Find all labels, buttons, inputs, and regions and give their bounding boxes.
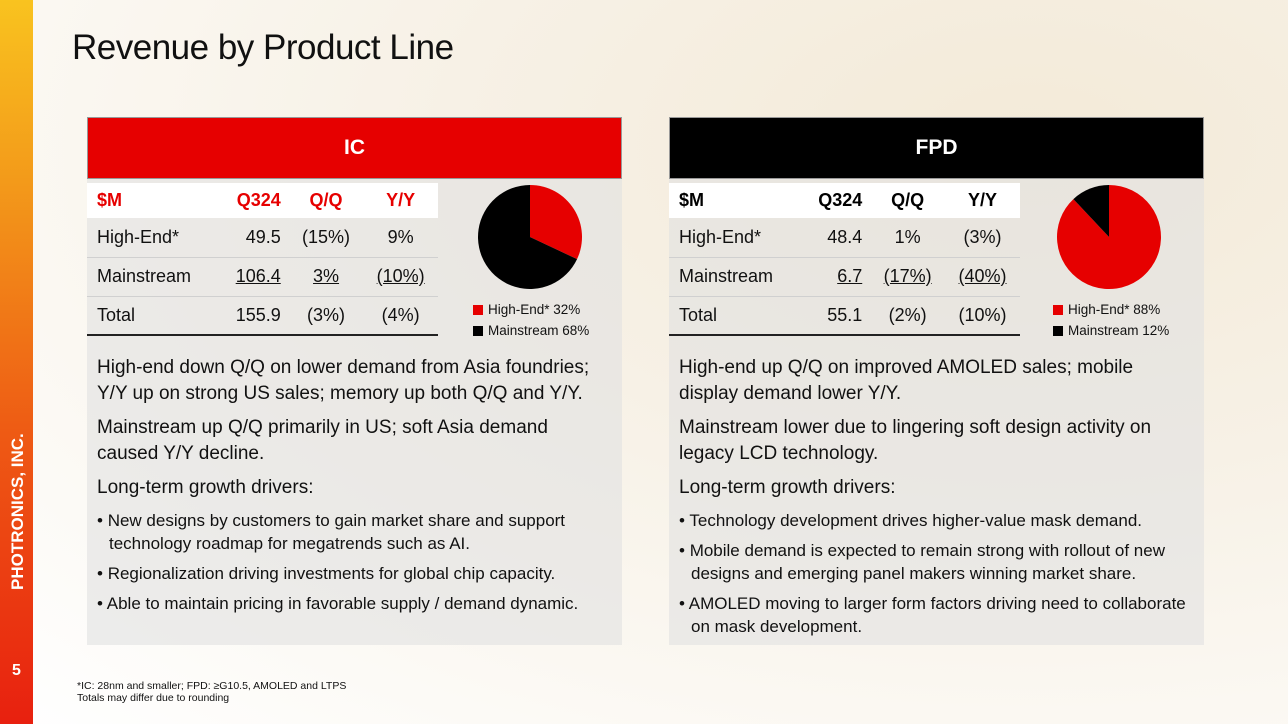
table-cell: 55.1 (800, 296, 871, 336)
pie-legend: High-End* 88% Mainstream 12% (1053, 299, 1169, 341)
table-cell: High-End* (87, 218, 218, 258)
table-cell: (10%) (945, 296, 1020, 336)
table-row: Mainstream 106.4 3% (10%) (87, 257, 438, 297)
column-header: Q324 (217, 183, 289, 218)
table-cell: (10%) (363, 257, 438, 297)
commentary-paragraph: High-end down Q/Q on lower demand from A… (97, 357, 590, 404)
table-row: Total 55.1 (2%) (10%) (669, 296, 1020, 336)
legend-item: High-End* 88% (1053, 299, 1169, 320)
table-cell: (40%) (945, 257, 1020, 297)
commentary-paragraph: Mainstream lower due to lingering soft d… (679, 417, 1152, 464)
table-cell: 3% (288, 257, 364, 297)
footnote: Totals may differ due to rounding (77, 692, 230, 704)
table-cell: High-End* (669, 218, 801, 258)
table-cell: Total (87, 296, 218, 336)
column-header: Q/Q (288, 183, 364, 218)
panel-fpd: FPD $M Q324 Q/Q Y/Y High-End* 48.4 1% (3%) Mains… (669, 117, 1204, 645)
commentary-paragraph: Long-term growth drivers: (679, 477, 896, 498)
panel-header: FPD (669, 117, 1204, 179)
panel-header: IC (87, 117, 622, 179)
table-header-row: $M Q324 Q/Q Y/Y (87, 183, 438, 218)
table-row: High-End* 48.4 1% (3%) (669, 218, 1020, 258)
page-title: Revenue by Product Line (72, 28, 454, 67)
legend-label: Mainstream 68% (488, 323, 590, 338)
column-header: $M (87, 183, 218, 218)
sidebar-band: PHOTRONICS, INC. 5 (0, 0, 33, 724)
commentary-paragraph: High-end up Q/Q on improved AMOLED sales… (679, 357, 1134, 404)
list-item: Technology development drives higher-val… (679, 509, 1194, 532)
page-number: 5 (12, 662, 21, 679)
legend-item: High-End* 32% (473, 299, 589, 320)
table-row: Total 155.9 (3%) (4%) (87, 296, 438, 336)
legend-swatch (1053, 305, 1063, 315)
commentary: High-end down Q/Q on lower demand from A… (97, 355, 612, 622)
list-item: Able to maintain pricing in favorable su… (97, 592, 612, 615)
commentary: High-end up Q/Q on improved AMOLED sales… (679, 355, 1194, 645)
column-header: $M (669, 183, 801, 218)
table-cell: (17%) (870, 257, 946, 297)
table-cell: (3%) (945, 218, 1020, 258)
panel-ic: IC $M Q324 Q/Q Y/Y High-End* 49.5 (15%) 9% Mains… (87, 117, 622, 645)
growth-drivers-list: Technology development drives higher-val… (679, 509, 1194, 638)
legend-swatch (1053, 326, 1063, 336)
table-cell: 48.4 (800, 218, 871, 258)
legend-item: Mainstream 12% (1053, 320, 1169, 341)
table-cell: 155.9 (217, 296, 289, 336)
pie-chart (478, 185, 582, 289)
table-cell: 106.4 (217, 257, 289, 297)
table-row: Mainstream 6.7 (17%) (40%) (669, 257, 1020, 297)
growth-drivers-list: New designs by customers to gain market … (97, 509, 612, 615)
table-header-row: $M Q324 Q/Q Y/Y (669, 183, 1020, 218)
table-cell: (4%) (363, 296, 438, 336)
table-cell: (15%) (288, 218, 364, 258)
brand-name: PHOTRONICS, INC. (8, 433, 27, 590)
table-row: High-End* 49.5 (15%) 9% (87, 218, 438, 258)
pie-chart (1057, 185, 1161, 289)
column-header: Q324 (800, 183, 871, 218)
list-item: Mobile demand is expected to remain stro… (679, 539, 1194, 585)
list-item: New designs by customers to gain market … (97, 509, 612, 555)
table-cell: (3%) (288, 296, 364, 336)
pie-slice-high-end (530, 185, 582, 260)
column-header: Q/Q (870, 183, 946, 218)
list-item: Regionalization driving investments for … (97, 562, 612, 585)
legend-label: High-End* 32% (488, 302, 581, 317)
list-item: AMOLED moving to larger form factors dri… (679, 592, 1194, 638)
table-cell: 1% (870, 218, 946, 258)
pie-legend: High-End* 32% Mainstream 68% (473, 299, 589, 341)
footnote: *IC: 28nm and smaller; FPD: ≥G10.5, AMOL… (77, 680, 347, 692)
commentary-paragraph: Mainstream up Q/Q primarily in US; soft … (97, 417, 548, 464)
table-cell: Mainstream (669, 257, 801, 297)
table-cell: Mainstream (87, 257, 218, 297)
legend-label: High-End* 88% (1068, 302, 1161, 317)
footnotes: *IC: 28nm and smaller; FPD: ≥G10.5, AMOL… (77, 680, 346, 704)
legend-swatch (473, 305, 483, 315)
revenue-table: $M Q324 Q/Q Y/Y High-End* 48.4 1% (3%) Mainstrea… (669, 183, 1020, 336)
table-cell: Total (669, 296, 801, 336)
table-cell: (2%) (870, 296, 946, 336)
commentary-paragraph: Long-term growth drivers: (97, 477, 314, 498)
table-cell: 9% (363, 218, 438, 258)
pie-slice-mainstream (1073, 185, 1109, 237)
legend-label: Mainstream 12% (1068, 323, 1170, 338)
table-cell: 49.5 (217, 218, 289, 258)
legend-swatch (473, 326, 483, 336)
column-header: Y/Y (945, 183, 1020, 218)
pie-slice-mainstream (478, 185, 578, 289)
column-header: Y/Y (363, 183, 438, 218)
revenue-table: $M Q324 Q/Q Y/Y High-End* 49.5 (15%) 9% Mainstre… (87, 183, 438, 336)
legend-item: Mainstream 68% (473, 320, 589, 341)
table-cell: 6.7 (800, 257, 871, 297)
